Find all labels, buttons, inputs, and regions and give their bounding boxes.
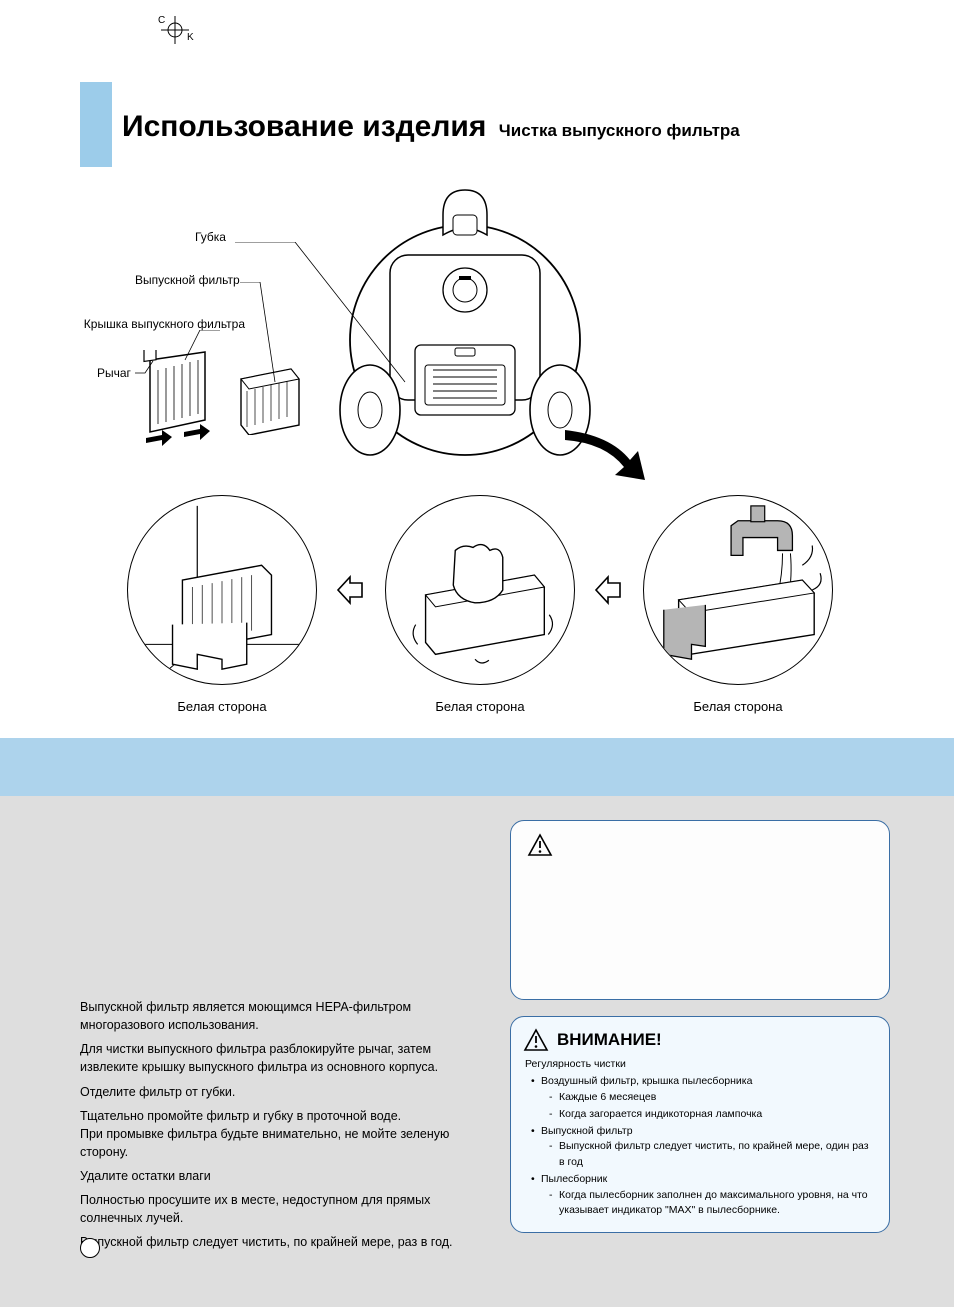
- label-lever: Рычаг: [97, 366, 131, 380]
- step-2-illustration: [385, 495, 575, 685]
- paragraph-6: Полностью просушите их в месте, недоступ…: [80, 1191, 490, 1227]
- step-3: Белая сторона: [638, 495, 838, 714]
- attention-subitem: Выпускной фильтр следует чистить, по кра…: [549, 1139, 875, 1171]
- step-1-illustration: [127, 495, 317, 685]
- attention-subitem: Каждые 6 месяецев: [549, 1090, 875, 1106]
- attention-list: Воздушный фильтр, крышка пылесборника Ка…: [525, 1074, 875, 1219]
- warning-icon: [527, 833, 553, 857]
- title-main: Использование изделия: [122, 110, 486, 143]
- attention-heading-row: ВНИМАНИЕ!: [523, 1027, 875, 1053]
- step-1: Белая сторона: [122, 495, 322, 714]
- page-number-circle: [80, 1238, 100, 1258]
- accent-bar: [80, 82, 112, 167]
- step-3-illustration: [643, 495, 833, 685]
- paragraph-3: Отделите фильтр от губки.: [80, 1083, 490, 1101]
- attention-item: Выпускной фильтр Выпускной фильтр следуе…: [531, 1124, 875, 1171]
- paragraph-2: Для чистки выпускного фильтра разблокиру…: [80, 1040, 490, 1076]
- attention-subitem: Когда пылесборник заполнен до максимальн…: [549, 1188, 875, 1220]
- attention-subitem: Когда загорается индикоторная лампочка: [549, 1107, 875, 1123]
- main-diagram: Губка Выпускной фильтр Крышка выпускного…: [80, 170, 780, 480]
- step-3-caption: Белая сторона: [638, 699, 838, 714]
- paragraph-7: Выпускной фильтр следует чистить, по кра…: [80, 1233, 490, 1251]
- info-box-1: [510, 820, 890, 1000]
- attention-item: Пылесборник Когда пылесборник заполнен д…: [531, 1172, 875, 1219]
- attention-item: Воздушный фильтр, крышка пылесборника Ка…: [531, 1074, 875, 1122]
- regmark-c: C: [158, 15, 165, 26]
- label-exhaust-filter: Выпускной фильтр: [135, 273, 240, 287]
- blue-band: [0, 738, 954, 796]
- paragraph-5: Удалите остатки влаги: [80, 1167, 490, 1185]
- attention-heading: ВНИМАНИЕ!: [557, 1027, 662, 1053]
- left-arrow-icon: [336, 575, 366, 605]
- label-filter-cover: Крышка выпускного фильтра: [80, 317, 245, 331]
- regmark-k: K: [187, 32, 194, 43]
- attention-box: ВНИМАНИЕ! Регулярность чистки Воздушный …: [510, 1016, 890, 1233]
- instructions-text: Выпускной фильтр является моющимся HEPA-…: [80, 998, 490, 1258]
- attention-subheading: Регулярность чистки: [525, 1057, 875, 1073]
- warning-icon-2: [523, 1028, 549, 1052]
- paragraph-4a: Тщательно промойте фильтр и губку в прот…: [80, 1107, 490, 1125]
- step-1-caption: Белая сторона: [122, 699, 322, 714]
- step-2: Белая сторона: [380, 495, 580, 714]
- left-arrow-icon-2: [594, 575, 624, 605]
- title-sub: Чистка выпускного фильтра: [499, 121, 740, 140]
- page-title-row: Использование изделия Чистка выпускного …: [122, 110, 894, 144]
- label-sponge: Губка: [195, 230, 226, 244]
- paragraph-4b: При промывке фильтра будьте внимательно,…: [80, 1125, 490, 1161]
- steps-row: Белая сторона Белая сторона: [80, 495, 880, 714]
- paragraph-1: Выпускной фильтр является моющимся HEPA-…: [80, 998, 490, 1034]
- registration-mark: C K: [145, 10, 205, 50]
- motion-arrow-icon: [560, 425, 655, 485]
- step-2-caption: Белая сторона: [380, 699, 580, 714]
